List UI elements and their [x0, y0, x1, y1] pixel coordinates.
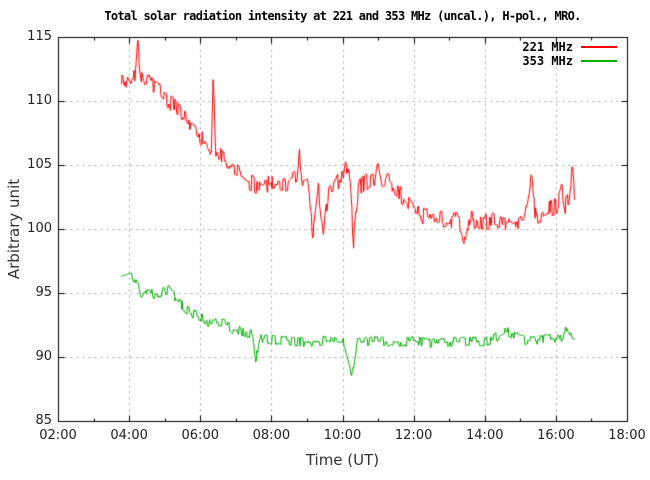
y-tick-label: 85 [35, 413, 52, 428]
y-tick-label: 115 [27, 29, 52, 44]
y-tick-label: 110 [27, 93, 52, 108]
y-tick-label: 95 [35, 285, 52, 300]
x-tick-label: 18:00 [608, 428, 646, 443]
y-tick-label: 105 [27, 157, 52, 172]
legend-line-swatch-221mhz [581, 46, 617, 48]
x-tick-label: 08:00 [252, 428, 291, 443]
x-tick-label: 12:00 [394, 428, 433, 443]
chart-title: Total solar radiation intensity at 221 a… [104, 9, 581, 23]
y-tick-label: 100 [27, 221, 52, 236]
x-tick-label: 06:00 [181, 428, 219, 443]
legend-line-swatch-353mhz [581, 60, 617, 62]
x-tick-label: 02:00 [39, 428, 77, 443]
legend-item-221mhz: 221 MHz [522, 40, 617, 54]
y-tick-label: 90 [35, 349, 52, 364]
x-tick-label: 16:00 [537, 428, 575, 443]
legend-label-353mhz: 353 MHz [522, 54, 573, 68]
x-tick-label: 14:00 [466, 428, 504, 443]
x-axis-label: Time (UT) [305, 451, 380, 469]
legend-label-221mhz: 221 MHz [522, 40, 573, 54]
legend: 221 MHz 353 MHz [522, 40, 617, 68]
x-tick-label: 04:00 [110, 428, 148, 443]
legend-item-353mhz: 353 MHz [522, 54, 617, 68]
x-tick-label: 10:00 [323, 428, 362, 443]
